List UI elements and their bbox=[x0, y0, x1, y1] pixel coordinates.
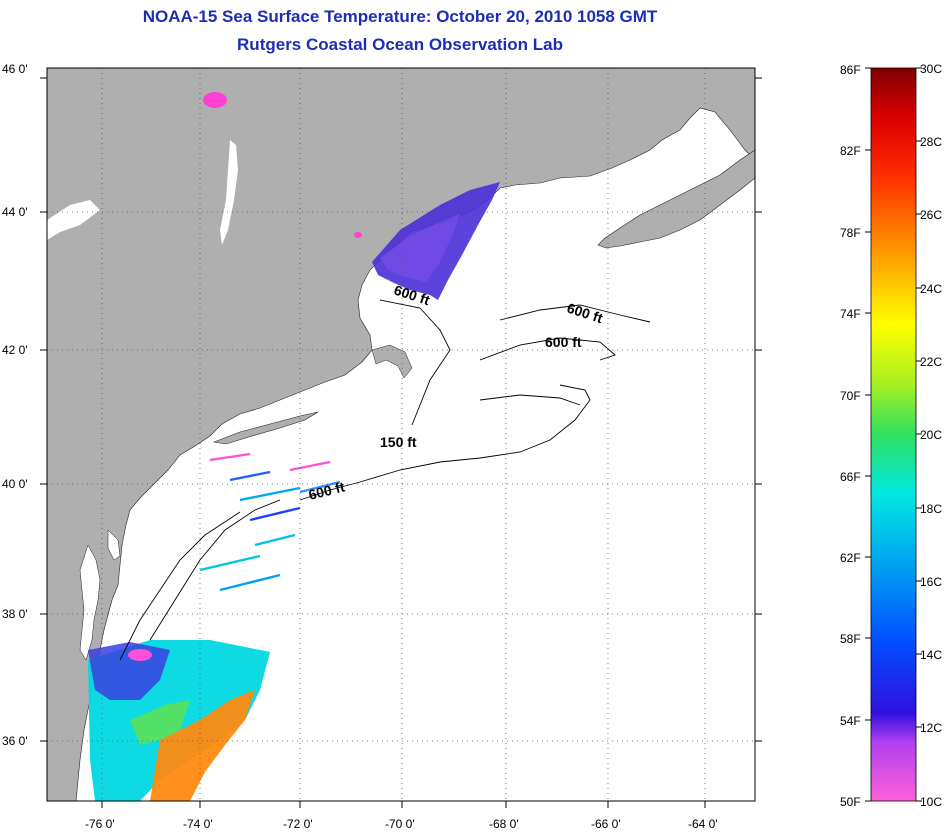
lake-ontario bbox=[47, 200, 100, 240]
lon-label-74: -74 0' bbox=[183, 817, 213, 831]
lon-label-64: -64 0' bbox=[688, 817, 718, 831]
cb-label-16c: 16C bbox=[920, 575, 942, 589]
cb-label-74f: 74F bbox=[840, 307, 861, 321]
sst-patch-north bbox=[203, 92, 227, 108]
lat-label-46: 46 0' bbox=[2, 62, 28, 76]
land-long-island bbox=[212, 411, 319, 445]
cb-label-30c: 30C bbox=[920, 62, 942, 76]
land-nova-scotia bbox=[597, 149, 755, 249]
lon-label-70: -70 0' bbox=[385, 817, 415, 831]
cb-label-24c: 24C bbox=[920, 282, 942, 296]
sst-patch-south-pink bbox=[128, 649, 152, 661]
cb-label-20c: 20C bbox=[920, 428, 942, 442]
cb-label-26c: 26C bbox=[920, 208, 942, 222]
cb-label-62f: 62F bbox=[840, 551, 861, 565]
cb-label-54f: 54F bbox=[840, 714, 861, 728]
lake-champlain bbox=[220, 140, 238, 245]
cb-label-66f: 66F bbox=[840, 470, 861, 484]
cb-label-12c: 12C bbox=[920, 721, 942, 735]
bathymetry-contours bbox=[119, 299, 651, 661]
cb-label-50f: 50F bbox=[840, 795, 861, 809]
sst-patch-inland bbox=[354, 232, 362, 238]
contour-label-150: 150 ft bbox=[380, 434, 417, 450]
lat-label-36: 36 0' bbox=[2, 734, 28, 748]
lat-label-44: 44 0' bbox=[2, 205, 28, 219]
sst-swath-south-warm bbox=[150, 690, 255, 801]
map-subtitle: Rutgers Coastal Ocean Observation Lab bbox=[237, 35, 563, 54]
sst-swath-south-green bbox=[130, 700, 190, 745]
lat-label-42: 42 0' bbox=[2, 343, 28, 357]
colorbar bbox=[870, 67, 917, 802]
map-frame bbox=[46, 67, 756, 802]
colorbar-ticks bbox=[865, 67, 922, 802]
map-title: NOAA-15 Sea Surface Temperature: October… bbox=[142, 7, 658, 26]
contour-label-600-georges: 600 ft bbox=[545, 334, 582, 350]
graticule bbox=[47, 68, 755, 801]
land-mainland bbox=[47, 68, 755, 801]
cb-label-18c: 18C bbox=[920, 502, 942, 516]
cb-label-22c: 22C bbox=[920, 355, 942, 369]
lon-label-68: -68 0' bbox=[489, 817, 519, 831]
lon-label-66: -66 0' bbox=[591, 817, 621, 831]
cb-label-28c: 28C bbox=[920, 135, 942, 149]
cb-label-86f: 86F bbox=[840, 63, 861, 77]
sst-swath-gulf-of-maine-highlight bbox=[380, 214, 460, 282]
sst-streaks-mid-atlantic bbox=[199, 452, 341, 592]
lon-label-76: -76 0' bbox=[85, 817, 115, 831]
cb-label-14c: 14C bbox=[920, 648, 942, 662]
lat-label-40: 40 0' bbox=[2, 477, 28, 491]
chesapeake-bay bbox=[79, 544, 101, 661]
cb-label-58f: 58F bbox=[840, 632, 861, 646]
cb-label-82f: 82F bbox=[840, 144, 861, 158]
cb-label-70f: 70F bbox=[840, 389, 861, 403]
cb-label-10c: 10C bbox=[920, 795, 942, 809]
cb-label-78f: 78F bbox=[840, 226, 861, 240]
lat-label-38: 38 0' bbox=[2, 607, 28, 621]
delaware-bay bbox=[107, 529, 121, 561]
axis-ticks bbox=[40, 77, 762, 808]
lon-label-72: -72 0' bbox=[283, 817, 313, 831]
